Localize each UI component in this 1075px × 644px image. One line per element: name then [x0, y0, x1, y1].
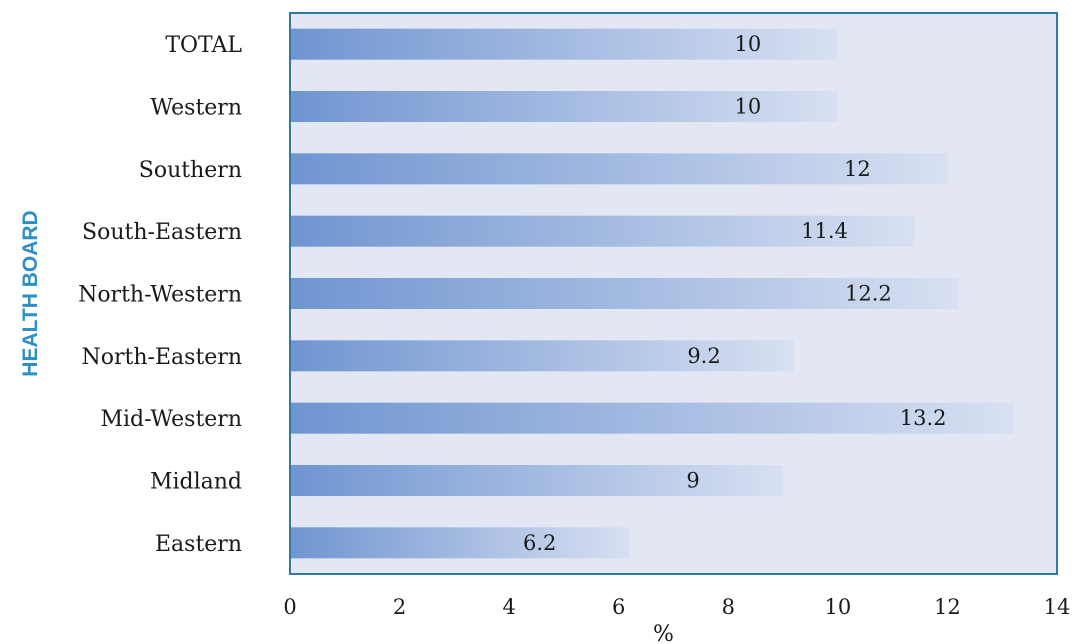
- x-tick-label: 4: [502, 595, 515, 619]
- bar-value-label: 12.2: [845, 282, 892, 306]
- category-label: Midland: [150, 470, 242, 495]
- bar: [291, 402, 1014, 434]
- x-tick-label: 14: [1044, 595, 1071, 619]
- category-label: South-Eastern: [82, 220, 242, 245]
- bar: [291, 465, 784, 496]
- category-label: Western: [150, 96, 242, 121]
- x-tick-label: 6: [612, 595, 625, 619]
- bar: [291, 215, 915, 247]
- bar-value-label: 10: [734, 95, 761, 119]
- y-axis-title: HEALTH BOARD: [19, 210, 42, 376]
- category-label: North-Eastern: [82, 345, 242, 370]
- category-label: North-Western: [78, 283, 242, 308]
- x-tick-label: 10: [824, 595, 851, 619]
- bar: [291, 91, 838, 122]
- category-label: Eastern: [155, 532, 242, 557]
- category-label: Mid-Western: [100, 407, 242, 432]
- x-axis-ticks: 0 2 4 6 8 10 12 14: [283, 595, 1070, 619]
- x-tick-label: 0: [283, 595, 296, 619]
- x-tick-label: 2: [393, 595, 406, 619]
- bar-value-label: 13.2: [900, 406, 947, 430]
- bar: [291, 527, 630, 559]
- x-tick-label: 8: [722, 595, 735, 619]
- bar: [291, 340, 795, 372]
- x-axis-title: %: [653, 622, 674, 644]
- category-label: TOTAL: [165, 33, 242, 58]
- bar-value-label: 6.2: [523, 531, 556, 555]
- bar: [291, 28, 838, 60]
- bar-value-label: 9.2: [687, 344, 720, 368]
- bar-value-label: 10: [734, 32, 761, 56]
- category-labels: TOTAL Western Southern South-Eastern North-W…: [78, 33, 242, 557]
- bar-value-label: 9: [686, 469, 699, 493]
- x-tick-label: 12: [934, 595, 961, 619]
- bar: [291, 278, 959, 309]
- category-label: Southern: [139, 158, 242, 183]
- bar: [291, 153, 948, 185]
- bar-value-label: 12: [844, 157, 871, 181]
- bar-value-label: 11.4: [801, 219, 848, 243]
- bars: 10 10 12 11.4 12.2 9.2 13.2 9 6.2: [291, 28, 1014, 559]
